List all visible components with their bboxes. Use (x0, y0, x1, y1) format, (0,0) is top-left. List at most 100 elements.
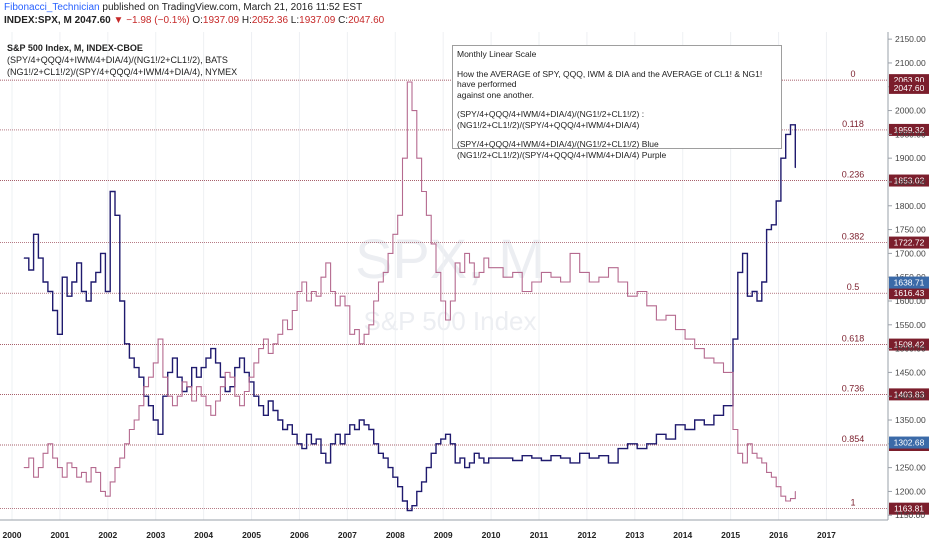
data-point-purple (435, 272, 437, 273)
legend-series-purple[interactable]: (NG1!/2+CL1!/2)/(SPY/4+QQQ/4+IWM/4+DIA/4… (7, 67, 238, 77)
x-tick-label: 2015 (721, 530, 740, 540)
legend-title: S&P 500 Index, M, INDEX-CBOE (7, 43, 143, 53)
data-point-purple (531, 281, 533, 283)
data-point-blue (234, 367, 236, 369)
data-point-blue (373, 443, 375, 445)
y-tick-label: 2000.00 (895, 106, 926, 116)
price-tag (889, 436, 929, 449)
data-point-blue (349, 424, 351, 426)
data-point-blue (85, 300, 87, 302)
data-point-blue (330, 443, 331, 445)
data-point-purple (152, 362, 154, 364)
data-point-purple (23, 467, 25, 469)
data-point-blue (430, 452, 432, 454)
data-point-blue (747, 295, 748, 297)
fib-level-label: 0.236 (842, 170, 865, 180)
data-point-purple (52, 457, 54, 459)
published-bar: Fibonacci_Technician published on Tradin… (4, 2, 362, 13)
data-point-purple (33, 476, 34, 478)
data-point-blue (128, 357, 130, 359)
author-link[interactable]: Fibonacci_Technician (4, 2, 100, 13)
data-point-purple (124, 443, 125, 445)
data-point-blue (426, 467, 427, 469)
fib-level-label: 1 (850, 498, 855, 508)
data-point-blue (713, 414, 715, 416)
fib-level-label: 0.736 (842, 383, 865, 393)
data-point-blue (215, 362, 217, 364)
data-point-purple (344, 305, 346, 307)
data-point-purple (459, 272, 461, 273)
data-point-purple (373, 300, 375, 302)
y-tick-label: 2150.00 (895, 34, 926, 44)
data-point-blue (109, 191, 111, 192)
data-point-blue (320, 452, 322, 454)
fib-price-tag-text: 1616.43 (894, 288, 925, 298)
data-point-blue (550, 455, 552, 457)
data-point-purple (267, 352, 269, 354)
data-point-blue (196, 376, 197, 378)
data-point-blue (105, 291, 106, 292)
data-point-blue (598, 455, 600, 457)
data-point-blue (71, 281, 73, 283)
data-point-purple (598, 276, 600, 278)
data-point-purple (119, 457, 121, 459)
data-point-purple (703, 357, 705, 359)
data-point-purple (569, 252, 571, 254)
data-point-purple (478, 272, 480, 273)
series-line-blue (24, 124, 796, 512)
data-point-purple (512, 272, 514, 273)
data-point-purple (186, 386, 188, 388)
data-point-blue (66, 295, 68, 297)
data-point-purple (334, 305, 336, 307)
data-point-purple (756, 457, 758, 459)
data-point-purple (723, 372, 724, 373)
data-point-blue (440, 438, 442, 440)
y-tick-label: 1900.00 (895, 153, 926, 163)
data-point-purple (483, 257, 485, 259)
data-point-blue (732, 338, 734, 340)
legend-series-blue[interactable]: (SPY/4+QQQ/4+IWM/4+DIA/4)/(NG1!/2+CL1!/2… (7, 55, 228, 65)
data-point-blue (766, 229, 767, 230)
data-point-purple (133, 419, 135, 421)
data-point-purple (282, 319, 284, 321)
data-point-blue (569, 462, 571, 464)
open-label: O: (192, 15, 203, 26)
data-point-purple (761, 462, 763, 464)
data-point-blue (176, 376, 178, 378)
data-point-purple (502, 276, 504, 278)
data-point-purple (737, 452, 739, 454)
data-point-purple (617, 281, 619, 283)
data-point-blue (363, 424, 365, 426)
data-point-blue (100, 252, 102, 254)
data-point-blue (23, 257, 25, 259)
data-point-blue (665, 438, 667, 440)
fib-level-label: 0.118 (842, 119, 864, 129)
y-tick-label: 1350.00 (895, 415, 926, 425)
data-point-blue (47, 291, 49, 292)
data-point-blue (406, 510, 408, 511)
data-point-blue (675, 424, 676, 426)
note-line: against one another. (457, 89, 535, 100)
fib-level-label: 0.5 (847, 282, 860, 292)
x-tick-label: 2000 (3, 530, 22, 540)
data-point-blue (703, 424, 705, 426)
y-tick-label: 1750.00 (895, 225, 926, 235)
data-point-purple (363, 333, 365, 335)
data-point-purple (790, 498, 791, 499)
data-point-purple (287, 329, 288, 330)
low-value: 1937.09 (299, 15, 336, 26)
data-point-purple (28, 457, 30, 459)
data-point-blue (464, 467, 466, 469)
data-point-purple (426, 214, 427, 216)
data-point-purple (541, 272, 542, 273)
data-point-purple (205, 405, 207, 407)
data-point-blue (794, 167, 796, 169)
note-line: (SPY/4+QQQ/4+IWM/4+DIA/4)/(NG1!/2+CL1!/2… (457, 109, 645, 130)
data-point-blue (191, 367, 193, 369)
data-point-purple (196, 386, 197, 388)
data-point-blue (402, 500, 403, 502)
y-tick-label: 2100.00 (895, 58, 926, 68)
annotation-note[interactable]: Monthly Linear Scale How the AVERAGE of … (452, 45, 782, 160)
data-point-purple (766, 471, 767, 473)
